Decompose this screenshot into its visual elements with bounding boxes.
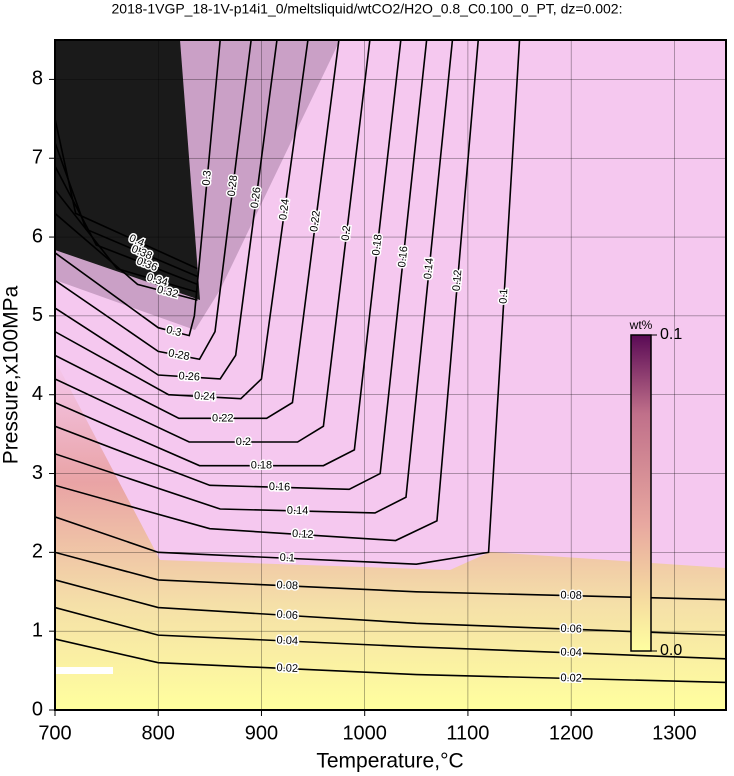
contour-line	[55, 40, 480, 542]
contour-label: 0.06	[560, 623, 582, 636]
contour-label: 0.1	[498, 288, 511, 304]
contour-line	[55, 118, 198, 270]
contour-label: 0.16	[269, 481, 291, 494]
x-tick-label: 700	[38, 722, 71, 744]
contour-line	[55, 40, 454, 514]
colorbar-label: wt%	[629, 318, 653, 332]
contour-line	[55, 40, 309, 400]
contour-label: 0.06	[276, 609, 298, 622]
contour-label: 0.02	[560, 672, 582, 685]
plot-area: 0.02 0.02 0.04 0.04 0.06 0.06 0.08 0.08 0.1 0.1 0.…	[55, 40, 726, 710]
contour-line	[55, 551, 726, 601]
contour-line	[55, 606, 726, 660]
contour-line	[55, 40, 521, 565]
contour-line	[55, 40, 428, 491]
contour-line	[55, 40, 340, 420]
contour-label: 0.2	[236, 436, 251, 448]
frame	[54, 39, 727, 711]
x-tick-label: 1200	[549, 722, 594, 744]
contour-label: 0.02	[276, 662, 298, 675]
contour-label: 0.08	[276, 579, 298, 592]
contour-label: 0.16	[396, 245, 410, 268]
low-region	[55, 360, 726, 710]
y-tick-label: 6	[32, 225, 43, 247]
y-tick-label: 2	[32, 541, 43, 563]
y-axis-label: Pressure,x100MPa	[0, 285, 23, 464]
contour-label: 0.14	[287, 505, 309, 518]
contour-line	[55, 142, 198, 278]
y-tick-label: 1	[32, 619, 43, 641]
contour-label: 0.22	[308, 210, 323, 233]
contour-label: 0.28	[226, 174, 241, 197]
x-tick-label: 800	[142, 722, 175, 744]
colorbar-tick-label: 0.1	[660, 326, 682, 343]
x-tick-label: 1300	[652, 722, 697, 744]
y-tick-label: 3	[32, 462, 43, 484]
contour-label: 0.04	[560, 646, 582, 659]
contour-line	[55, 579, 726, 636]
contour-line	[55, 638, 726, 684]
contour-label: 0.08	[560, 589, 582, 602]
contour-line	[55, 40, 402, 467]
contour-label: 0.24	[194, 390, 216, 403]
contour-line	[55, 40, 371, 443]
contour-label: 0.28	[167, 347, 190, 363]
contour-line	[55, 165, 198, 286]
y-tick-label: 7	[32, 147, 43, 169]
contour-label: 0.26	[249, 186, 264, 209]
contour-label: 0.04	[276, 634, 298, 647]
contour-label: 0.12	[451, 269, 465, 291]
contour-label: 0.26	[178, 370, 200, 383]
chart-title: 2018-1VGP_18-1V-p14i1_0/meltsliquid/wtCO…	[112, 1, 623, 17]
y-tick-label: 8	[32, 68, 43, 90]
contour-label: 0.22	[212, 412, 233, 424]
white-mark	[55, 667, 113, 674]
contour-label: 0.3	[165, 324, 183, 339]
colorbar	[630, 334, 652, 652]
contour-line	[55, 40, 252, 361]
contour-label: 0.2	[340, 225, 354, 242]
contour-label: 0.14	[422, 257, 436, 280]
y-tick-label: 0	[32, 698, 43, 720]
contour-line	[55, 212, 198, 301]
contour-line	[55, 40, 221, 337]
x-tick-label: 1000	[342, 722, 387, 744]
contour-label: 0.1	[279, 552, 295, 565]
x-axis-label: Temperature,°C	[316, 750, 463, 773]
contour-line	[55, 40, 278, 380]
colorbar-tick-label: 0.0	[660, 642, 682, 659]
contour-label: 0.18	[370, 234, 384, 257]
y-tick-label: 4	[32, 383, 43, 405]
contour-label: 0.12	[292, 528, 314, 541]
contour-label: 0.18	[251, 460, 272, 472]
x-tick-label: 1100	[446, 722, 489, 744]
contour-line	[55, 189, 198, 294]
contour-label: 0.3	[200, 170, 213, 186]
x-tick-label: 900	[245, 722, 278, 744]
contour-label: 0.24	[277, 198, 292, 221]
y-tick-label: 5	[32, 304, 43, 326]
